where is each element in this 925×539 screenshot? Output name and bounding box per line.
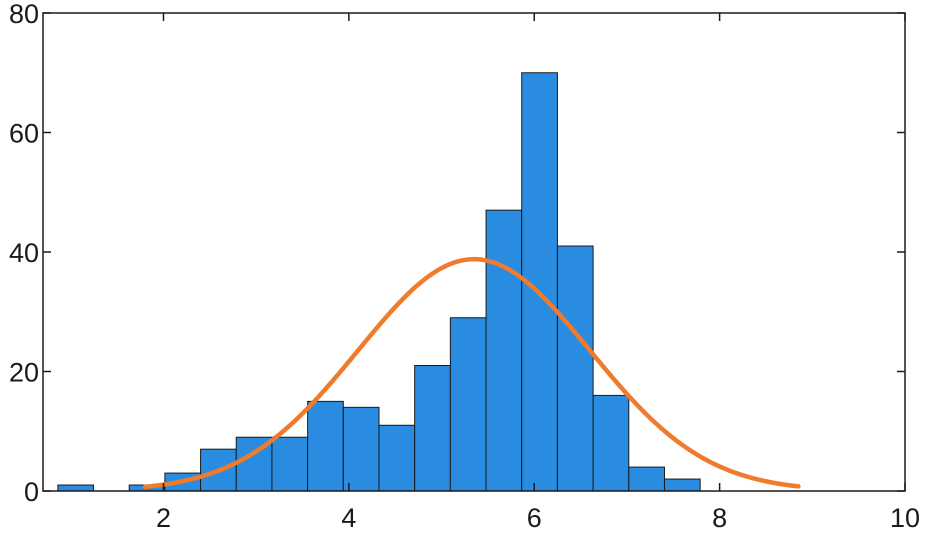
histogram-bar — [57, 484, 95, 492]
y-tick-label: 80 — [9, 0, 39, 29]
histogram-bar — [449, 317, 487, 492]
histogram-bar — [414, 365, 451, 492]
histogram-bar — [628, 466, 665, 492]
histogram-bar — [556, 245, 594, 492]
histogram-bar — [663, 478, 701, 492]
y-tick-label: 20 — [9, 358, 39, 388]
x-tick-label: 6 — [527, 503, 542, 533]
x-tick-labels: 2 4 6 8 10 — [156, 503, 920, 533]
x-tick-label: 2 — [156, 503, 171, 533]
x-tick-label: 8 — [712, 503, 727, 533]
histogram-bar — [342, 406, 380, 492]
histogram-bar — [485, 209, 523, 492]
x-tick-label: 4 — [341, 503, 356, 533]
axis-ticks — [43, 12, 906, 492]
y-tick-label: 0 — [24, 477, 39, 507]
y-tick-labels: 0 20 40 60 80 — [9, 0, 39, 507]
y-tick-label: 60 — [9, 119, 39, 149]
histogram-bar — [378, 424, 416, 492]
normal-fit-curve — [142, 256, 801, 490]
histogram-bar — [271, 436, 309, 492]
histogram-bar — [307, 400, 344, 492]
histogram-bars — [57, 72, 701, 492]
histogram-bar — [592, 394, 630, 492]
y-tick-label: 40 — [9, 238, 39, 268]
x-tick-label: 10 — [890, 503, 920, 533]
